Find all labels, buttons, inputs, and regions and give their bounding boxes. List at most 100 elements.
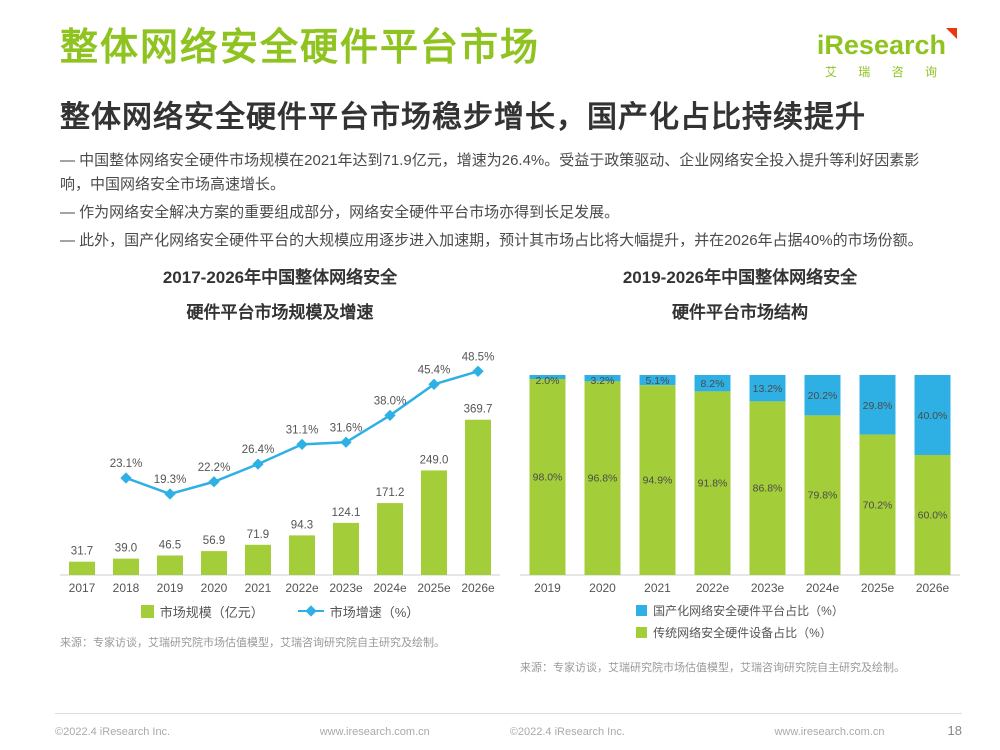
logo-subtitle: 艾 瑞 咨 询 [824,65,946,79]
x-axis-label: 2018 [113,581,140,595]
market-size-growth-chart: 31.7 2017 39.0 2018 46.5 2019 56.9 2020 71.9 2021… [60,351,500,595]
stacked-segment-traditional [639,384,676,575]
x-axis-label: 2025e [417,581,451,595]
line-value-label: 19.3% [154,474,187,486]
line-marker [340,436,352,448]
x-axis-label: 2024e [806,581,840,595]
line-marker [472,365,484,377]
segment-value-label: 60.0% [918,509,948,521]
chart-title-line1: 2019-2026年中国整体网络安全 [622,268,858,287]
bar-value-label: 56.9 [203,535,225,547]
bar-value-label: 94.3 [291,519,313,531]
x-axis-label: 2022e [696,581,730,595]
report-heading: 整体网络安全硬件平台市场稳步增长，国产化占比持续提升 [60,101,866,134]
bar [157,555,183,575]
line-value-label: 26.4% [242,444,275,456]
x-axis-label: 2026e [916,581,950,595]
line-value-label: 31.6% [330,422,363,434]
bar [201,550,227,575]
chart-title: 2017-2026年中国整体网络安全 硬件平台市场规模及增速 [60,261,500,331]
footer-url: www.iresearch.com.cn [774,726,885,738]
legend-item-market-size: 市场规模（亿元） [140,602,264,621]
page-title: 整体网络安全硬件平台市场 [60,27,541,69]
chart-title: 2019-2026年中国整体网络安全 硬件平台市场结构 [520,261,960,331]
x-axis-label: 2021 [245,581,272,595]
stacked-segment-domestic [914,374,951,455]
legend-rows: 国产化网络安全硬件平台占比（%） 传统网络安全硬件设备占比（%） [636,602,844,646]
bar [69,561,95,575]
bar [289,535,315,575]
bullet-item: — 作为网络安全解决方案的重要组成部分，网络安全硬件平台市场亦得到长足发展。 [60,204,620,221]
x-axis-label: 2021 [644,581,671,595]
logo-flag-icon [946,28,957,39]
segment-value-label: 70.2% [863,499,893,511]
bar-value-label: 31.7 [71,545,93,557]
chart-title-line1: 2017-2026年中国整体网络安全 [162,268,398,287]
segment-value-label: 96.8% [588,472,618,484]
bar-value-label: 369.7 [464,403,493,415]
chart-legend: 市场规模（亿元） 市场增速（%） [60,602,500,621]
segment-value-label: 2.0% [536,375,560,387]
line-value-label: 45.4% [418,364,451,376]
bar-value-label: 171.2 [376,487,405,499]
legend-swatch-traditional [636,626,648,638]
line-marker [296,438,308,450]
segment-value-label: 91.8% [698,477,728,489]
bar-value-label: 46.5 [159,539,181,551]
stacked-segment-domestic [584,374,621,382]
bar [245,544,271,575]
summary-bullets: — 中国整体网络安全硬件市场规模在2021年达到71.9亿元，增速为26.4%。… [60,149,960,253]
stacked-segment-traditional [804,415,841,575]
segment-value-label: 3.2% [591,375,615,387]
logo-text: iResearch [816,30,946,60]
stacked-segment-traditional [584,381,621,575]
stacked-segment-domestic [859,374,896,435]
iresearch-logo: iResearch 艾 瑞 咨 询 [816,28,957,80]
line-value-label: 48.5% [462,351,495,363]
stacked-segment-domestic [639,374,676,385]
bullet-item: — 中国整体网络安全硬件市场规模在2021年达到71.9亿元，增速为26.4%。… [60,152,920,193]
line-value-label: 38.0% [374,395,407,407]
footer-url: www.iresearch.com.cn [319,726,430,738]
logo-wordmark: iResearch [816,28,957,60]
bar [377,502,403,575]
x-axis-label: 2019 [157,581,184,595]
bar-value-label: 39.0 [115,542,137,554]
segment-value-label: 5.1% [646,375,670,387]
line-marker [120,472,132,484]
source-note: 来源：专家访谈，艾瑞研究院市场估值模型，艾瑞咨询研究院自主研究及绘制。 [520,661,905,674]
segment-value-label: 98.0% [533,471,563,483]
bar-value-label: 249.0 [420,454,449,466]
chart-legend: 国产化网络安全硬件平台占比（%） 传统网络安全硬件设备占比（%） [520,602,960,646]
stacked-segment-traditional [914,454,951,575]
legend-swatch-market-size [140,604,154,618]
x-axis-label: 2017 [69,581,96,595]
legend-label: 传统网络安全硬件设备占比（%） [653,625,832,640]
bar-value-label: 71.9 [247,528,269,540]
legend-swatch-growth-line [297,605,324,617]
segment-value-label: 86.8% [753,482,783,494]
line-marker [208,475,220,488]
legend-diamond-icon [305,605,317,617]
stacked-segment-domestic [694,374,731,392]
segment-value-label: 79.8% [808,489,838,501]
chart-market-size-column: 2017-2026年中国整体网络安全 硬件平台市场规模及增速 31.7 2017 3… [60,261,500,675]
x-axis-label: 2024e [373,581,407,595]
legend-label: 市场规模（亿元） [159,604,264,620]
footer-copyright: ©2022.4 iResearch Inc. [55,726,171,738]
line-value-label: 22.2% [198,461,231,473]
page-footer: ©2022.4 iResearch Inc. www.iresearch.com… [55,713,962,738]
bar [421,470,447,575]
x-axis-label: 2019 [534,581,561,595]
line-value-label: 31.1% [286,424,319,436]
segment-value-label: 8.2% [701,378,725,390]
legend-swatch-domestic [636,604,648,616]
bar [465,419,491,575]
segment-value-label: 94.9% [643,474,673,486]
bar [333,522,359,575]
line-value-label: 23.1% [110,458,143,470]
footer-left: ©2022.4 iResearch Inc. www.iresearch.com… [55,726,500,738]
legend-item-domestic: 国产化网络安全硬件平台占比（%） [636,602,844,619]
segment-value-label: 13.2% [753,383,783,395]
x-axis-label: 2022e [285,581,319,595]
